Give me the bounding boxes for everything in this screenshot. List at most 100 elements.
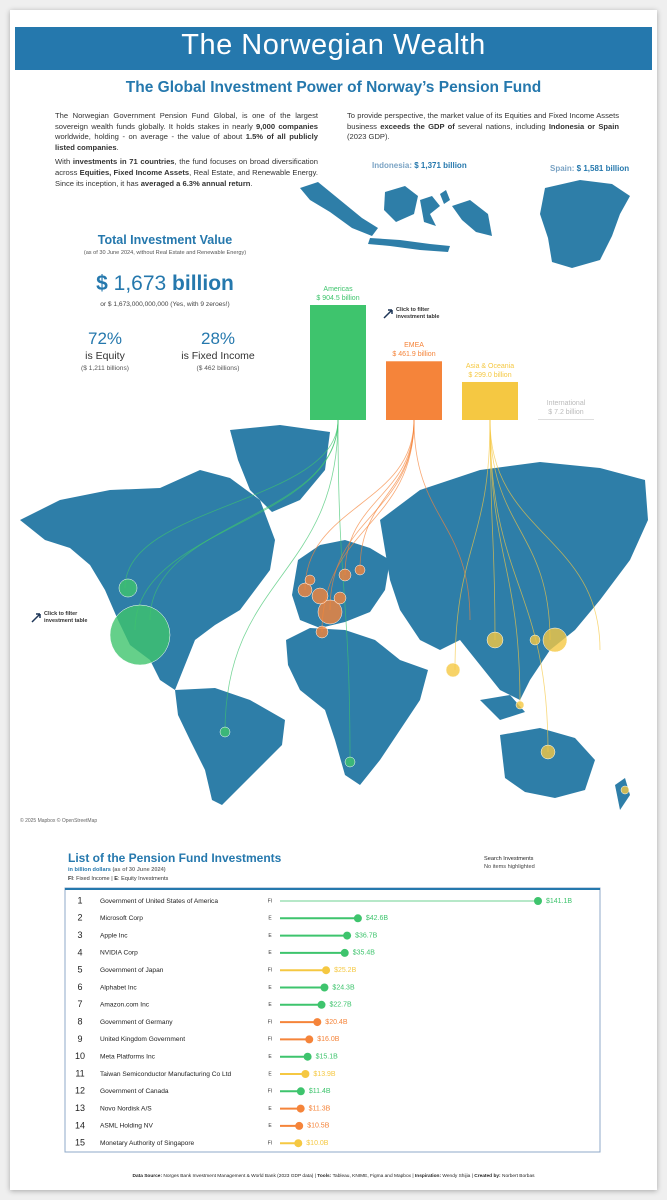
investment-name: Government of Canada bbox=[100, 1088, 169, 1095]
list-subtitle: in billion dollars (as of 30 June 2024) bbox=[68, 867, 166, 873]
footer: Data Source: Norges Bank Investment Mana… bbox=[15, 1174, 652, 1179]
rank: 3 bbox=[77, 930, 82, 940]
map-bubble bbox=[344, 756, 356, 768]
footer-text: Created by: bbox=[474, 1174, 502, 1179]
amount: 1,673 bbox=[113, 272, 167, 295]
investment-name: Taiwan Semiconductor Manufacturing Co Lt… bbox=[100, 1071, 232, 1078]
spain-map bbox=[540, 180, 630, 268]
rank: 9 bbox=[77, 1034, 82, 1044]
paragraph-text: (2023 GDP). bbox=[347, 132, 390, 142]
paragraph-text: . bbox=[116, 142, 119, 152]
lollipop-dot bbox=[343, 931, 352, 940]
bar-value-label: $ 299.0 billion bbox=[468, 372, 511, 379]
value-label: $13.9B bbox=[313, 1071, 336, 1078]
indonesia-map bbox=[300, 182, 492, 252]
comparison-value: $ 1,371 billion bbox=[414, 161, 467, 170]
share-amount: ($ 462 billions) bbox=[196, 365, 240, 372]
investment-name: Novo Nordisk A/S bbox=[100, 1105, 152, 1112]
map-credit: © 2025 Mapbox © OpenStreetMap bbox=[20, 818, 98, 824]
lollipop-dot bbox=[534, 897, 542, 905]
flow-line bbox=[489, 419, 549, 753]
world-map bbox=[20, 425, 648, 810]
hint-icon bbox=[31, 613, 41, 623]
legend-text: E bbox=[114, 876, 118, 882]
bar-value-label: $ 461.9 billion bbox=[392, 351, 435, 358]
map-bubble bbox=[486, 631, 504, 649]
investment-name: United Kingdom Government bbox=[100, 1036, 185, 1043]
share-pct: 72% bbox=[87, 329, 123, 348]
total-amount: $ 1,673 billion bbox=[40, 272, 290, 296]
bar-category: Asia & Oceania bbox=[466, 363, 514, 370]
footer-text: Wendy Shijia | bbox=[442, 1174, 475, 1179]
map-bubble bbox=[338, 568, 352, 582]
investment-name: Amazon.com Inc bbox=[100, 1002, 150, 1009]
investment-kind: FI bbox=[268, 1037, 272, 1043]
share-amount: ($ 1,211 billions) bbox=[81, 365, 129, 372]
flow-line bbox=[359, 419, 415, 571]
bar bbox=[462, 381, 518, 420]
lollipop-dot bbox=[305, 1035, 314, 1044]
investment-kind: FI bbox=[268, 968, 272, 974]
legend-text: : Equity Investments bbox=[117, 876, 169, 882]
lollipop-dot bbox=[313, 1018, 322, 1027]
bar-category: EMEA bbox=[404, 342, 424, 349]
legend-text: FI bbox=[68, 876, 73, 882]
comparison-label: Indonesia: $ 1,371 billion bbox=[372, 161, 467, 170]
share-label: is Fixed Income bbox=[181, 350, 255, 362]
paragraph-text: With bbox=[55, 157, 73, 167]
map-bubble bbox=[317, 599, 343, 625]
rank: 1 bbox=[77, 895, 82, 905]
rank: 11 bbox=[75, 1068, 84, 1078]
lollipop-dot bbox=[303, 1052, 312, 1061]
share-label: is Equity bbox=[85, 350, 125, 362]
lollipop-dot bbox=[320, 983, 329, 992]
investment-name: NVIDIA Corp bbox=[100, 950, 138, 957]
value-label: $42.6B bbox=[366, 915, 389, 922]
value-label: $16.0B bbox=[317, 1036, 340, 1043]
legend-text: : Fixed Income | bbox=[72, 876, 115, 882]
map-bubble bbox=[315, 625, 329, 639]
total-note: (as of 30 June 2024, without Real Estate… bbox=[83, 250, 247, 256]
lollipop-dot bbox=[296, 1104, 305, 1113]
hint-bold: Click bbox=[44, 611, 58, 617]
map-bubble bbox=[304, 574, 316, 586]
investment-name: Microsoft Corp bbox=[100, 915, 143, 922]
investment-kind: FI bbox=[268, 1089, 272, 1095]
flow-line bbox=[489, 419, 521, 706]
paragraph-text: . bbox=[250, 178, 253, 188]
bar bbox=[310, 305, 366, 420]
currency: $ bbox=[96, 272, 108, 295]
rank: 4 bbox=[77, 947, 82, 957]
map-bubble bbox=[109, 604, 171, 666]
lollipop-dot bbox=[322, 966, 331, 975]
investment-kind: E bbox=[268, 1123, 272, 1129]
investment-kind: FI bbox=[268, 1019, 272, 1025]
investment-kind: E bbox=[268, 1106, 272, 1112]
share-pct: 28% bbox=[200, 329, 236, 348]
footer-text: Norbert Borbas bbox=[501, 1174, 535, 1179]
investment-kind: E bbox=[268, 933, 272, 939]
flow-line bbox=[489, 419, 601, 651]
footer-text: Tools: bbox=[317, 1174, 333, 1179]
map-bubble bbox=[529, 634, 541, 646]
rank: 15 bbox=[75, 1138, 85, 1148]
investment-kind: E bbox=[268, 1071, 272, 1077]
value-label: $22.7B bbox=[330, 1002, 353, 1009]
list-title: List of the Pension Fund Investments bbox=[68, 851, 282, 865]
hint-text: to filter bbox=[410, 307, 430, 313]
flow-line bbox=[224, 419, 339, 733]
paragraph-text: 1.5% of all publicly listed companies bbox=[55, 132, 318, 152]
intro-right: To provide perspective, the market value… bbox=[347, 111, 619, 143]
title-bar bbox=[15, 27, 652, 70]
flow-line bbox=[124, 419, 339, 589]
map-bubble bbox=[297, 582, 313, 598]
paragraph-text: exceeds the GDP of bbox=[380, 121, 455, 131]
rank: 8 bbox=[77, 1016, 82, 1026]
rank: 10 bbox=[75, 1051, 85, 1061]
investment-name: Alphabet Inc bbox=[100, 984, 137, 991]
flow-line bbox=[454, 419, 491, 671]
investment-kind: E bbox=[268, 985, 272, 991]
paragraph-text: , Real Estate, and Renewable Energy. Sin… bbox=[55, 167, 318, 188]
title: The Norwegian Wealth bbox=[181, 29, 486, 61]
